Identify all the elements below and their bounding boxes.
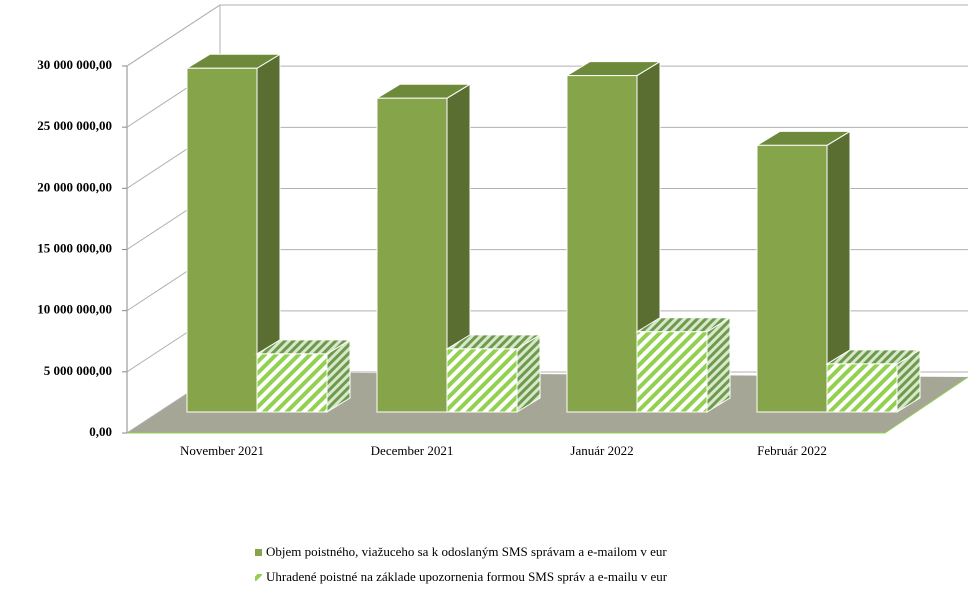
y-tick-label: 5 000 000,00: [44, 363, 112, 378]
x-tick-label: Február 2022: [757, 443, 827, 458]
y-tick-label: 20 000 000,00: [37, 179, 112, 194]
legend: Objem poistného, viažuceho sa k odoslaný…: [255, 544, 668, 584]
bar: [256, 353, 328, 413]
bar: [186, 67, 258, 413]
x-tick-label: November 2021: [180, 443, 264, 458]
legend-label: Uhradené poistné na základe upozornenia …: [266, 569, 668, 584]
bars: November 2021 December 2021 Január 2022 Feb…: [180, 53, 922, 458]
bar-side: [706, 316, 731, 413]
bar: [756, 144, 828, 413]
x-tick-label: Január 2022: [570, 443, 633, 458]
legend-label: Objem poistného, viažuceho sa k odoslaný…: [266, 544, 667, 559]
bar: [636, 331, 708, 413]
x-tick-label: December 2021: [371, 443, 454, 458]
bar: [376, 97, 448, 413]
y-tick-label: 0,00: [89, 424, 112, 439]
grid-line: [126, 4, 968, 67]
legend-swatch: [255, 574, 262, 581]
bar: [566, 75, 638, 413]
y-tick-label: 25 000 000,00: [37, 118, 112, 133]
y-tick-label: 10 000 000,00: [37, 302, 112, 317]
y-tick-label: 30 000 000,00: [37, 57, 112, 72]
bar: [446, 348, 518, 413]
bar: [826, 363, 898, 413]
legend-swatch: [255, 549, 262, 556]
y-tick-label: 15 000 000,00: [37, 240, 112, 255]
